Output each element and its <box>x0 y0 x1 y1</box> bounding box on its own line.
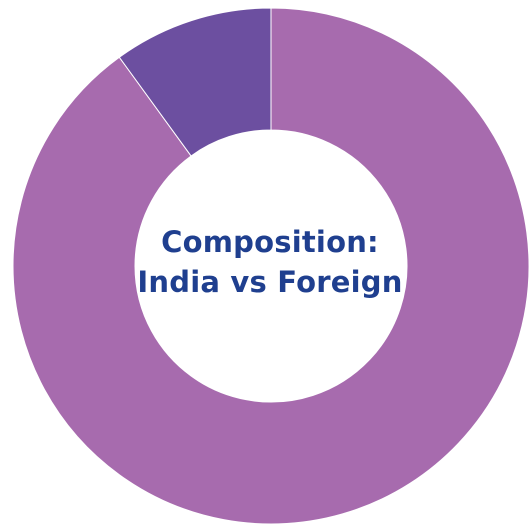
chart-title: Composition: India vs Foreign <box>120 222 420 302</box>
chart-title-line-2: India vs Foreign <box>120 262 420 302</box>
chart-title-line-1: Composition: <box>120 222 420 262</box>
